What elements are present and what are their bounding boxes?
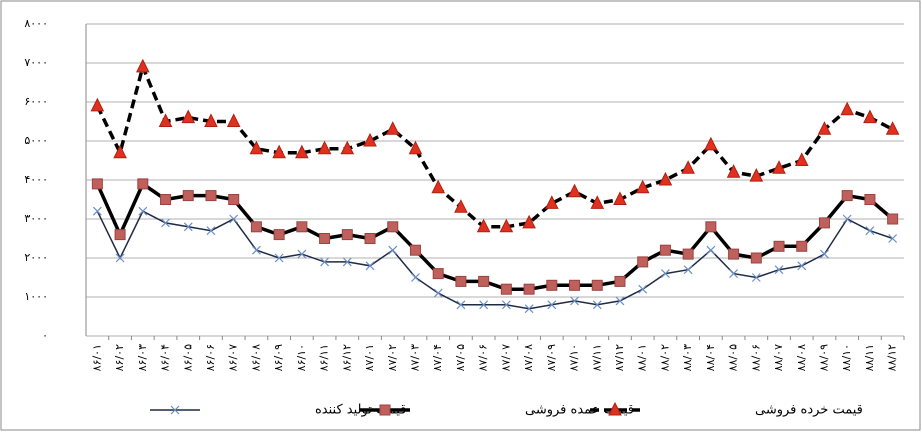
- x-tick-label: ۸۶/۱۱: [318, 344, 331, 371]
- x-tick-label: ۸۸/۱۰: [840, 344, 853, 371]
- marker: [547, 280, 557, 290]
- x-tick-label: ۸۷/۰۷: [499, 344, 512, 371]
- marker: [797, 241, 807, 251]
- marker: [229, 195, 239, 205]
- marker: [729, 249, 739, 259]
- marker: [274, 230, 284, 240]
- marker: [92, 179, 102, 189]
- y-tick-label: ۷۰۰۰: [24, 56, 48, 69]
- x-tick-label: ۸۶/۰۳: [136, 344, 149, 371]
- x-tick-label: ۸۶/۰۴: [159, 344, 172, 371]
- marker: [865, 195, 875, 205]
- x-tick-label: ۸۸/۰۹: [817, 344, 830, 371]
- marker: [342, 230, 352, 240]
- marker: [433, 269, 443, 279]
- y-tick-label: ۲۰۰۰: [24, 251, 48, 264]
- marker: [683, 249, 693, 259]
- marker: [660, 245, 670, 255]
- y-tick-label: ۴۰۰۰: [24, 173, 48, 186]
- marker: [842, 191, 852, 201]
- x-tick-label: ۸۷/۱۰: [568, 344, 581, 371]
- x-tick-label: ۸۷/۰۲: [386, 344, 399, 371]
- x-tick-label: ۸۸/۰۵: [727, 344, 740, 371]
- marker: [115, 230, 125, 240]
- x-tick-label: ۸۶/۰۱: [90, 344, 103, 371]
- x-tick-label: ۸۸/۱۱: [863, 344, 876, 371]
- marker: [251, 222, 261, 232]
- marker: [592, 280, 602, 290]
- marker: [388, 222, 398, 232]
- marker: [819, 218, 829, 228]
- marker: [751, 253, 761, 263]
- marker: [706, 222, 716, 232]
- marker: [365, 234, 375, 244]
- x-tick-label: ۸۷/۰۳: [408, 344, 421, 371]
- marker: [456, 276, 466, 286]
- marker: [380, 405, 390, 415]
- x-tick-label: ۸۶/۰۲: [113, 344, 126, 371]
- marker: [524, 284, 534, 294]
- marker: [479, 276, 489, 286]
- x-tick-label: ۸۷/۱۲: [613, 344, 626, 371]
- marker: [161, 195, 171, 205]
- x-tick-label: ۸۶/۱۲: [340, 344, 353, 371]
- x-tick-label: ۸۶/۰۹: [272, 344, 285, 371]
- marker: [615, 276, 625, 286]
- marker: [638, 257, 648, 267]
- x-tick-label: ۸۷/۰۴: [431, 344, 444, 371]
- x-tick-label: ۸۶/۰۵: [181, 344, 194, 371]
- x-tick-label: ۸۷/۰۱: [363, 344, 376, 371]
- legend-label: قیمت خرده فروشی: [755, 403, 863, 418]
- marker: [320, 234, 330, 244]
- y-tick-label: ۳۰۰۰: [24, 212, 48, 225]
- x-tick-label: ۸۷/۱۱: [590, 344, 603, 371]
- x-tick-label: ۸۸/۰۸: [795, 344, 808, 371]
- marker: [774, 241, 784, 251]
- marker: [206, 191, 216, 201]
- x-tick-label: ۸۸/۰۷: [772, 344, 785, 371]
- marker: [138, 179, 148, 189]
- x-tick-label: ۸۸/۰۳: [681, 344, 694, 371]
- x-tick-label: ۸۷/۰۹: [545, 344, 558, 371]
- x-tick-label: ۸۶/۰۸: [249, 344, 262, 371]
- x-tick-label: ۸۸/۰۲: [658, 344, 671, 371]
- marker: [888, 214, 898, 224]
- y-tick-label: ۱۰۰۰: [24, 290, 48, 303]
- x-tick-label: ۸۷/۰۸: [522, 344, 535, 371]
- marker: [183, 191, 193, 201]
- x-tick-label: ۸۶/۰۷: [227, 344, 240, 371]
- x-tick-label: ۸۸/۰۱: [636, 344, 649, 371]
- y-tick-label: ۵۰۰۰: [24, 134, 48, 147]
- y-tick-label: ۰: [42, 329, 48, 342]
- x-tick-label: ۸۷/۰۶: [477, 344, 490, 371]
- marker: [410, 245, 420, 255]
- x-tick-label: ۸۸/۱۲: [886, 344, 899, 371]
- marker: [297, 222, 307, 232]
- y-tick-label: ۶۰۰۰: [24, 95, 48, 108]
- x-tick-label: ۸۶/۱۰: [295, 344, 308, 371]
- x-tick-label: ۸۸/۰۶: [749, 344, 762, 371]
- x-tick-label: ۸۶/۰۶: [204, 344, 217, 371]
- marker: [501, 284, 511, 294]
- x-tick-label: ۸۷/۰۵: [454, 344, 467, 371]
- y-tick-label: ۸۰۰۰: [24, 17, 48, 30]
- chart: ۰ ۱۰۰۰ ۲۰۰۰ ۳۰۰۰ ۴۰۰۰ ۵۰۰۰ ۶۰۰۰ ۷۰۰۰ ۸۰۰۰ ۸۶/۰۱ ۸۶…: [0, 0, 922, 432]
- marker: [570, 280, 580, 290]
- x-tick-label: ۸۸/۰۴: [704, 344, 717, 371]
